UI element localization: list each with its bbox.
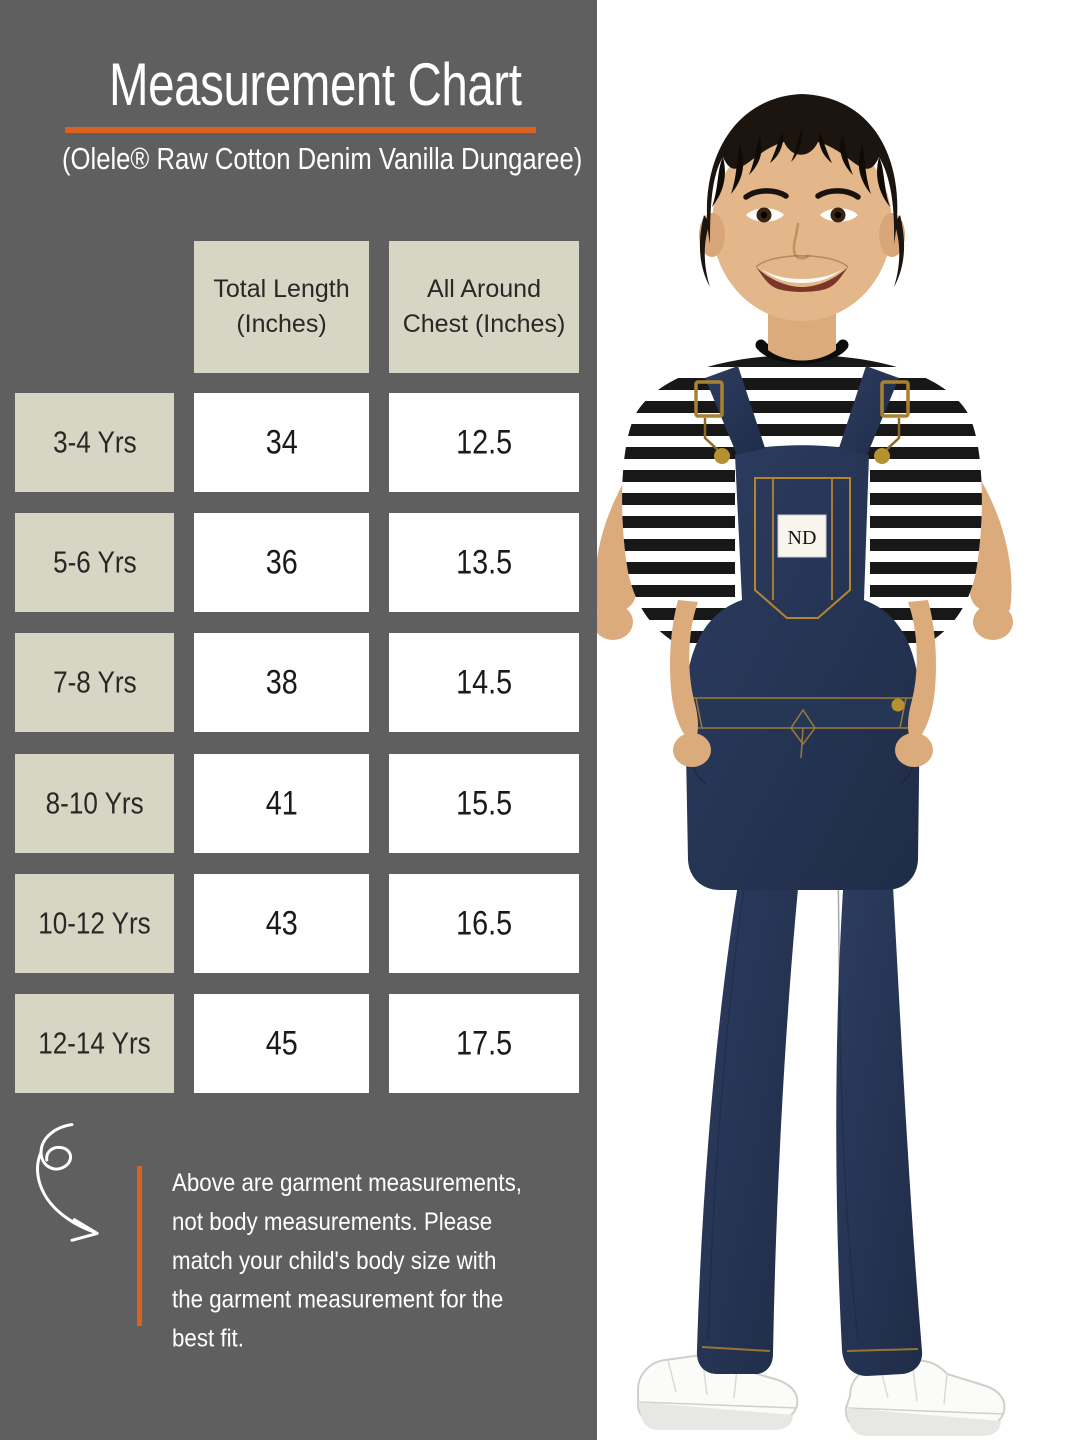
svg-text:ND: ND	[788, 527, 817, 549]
